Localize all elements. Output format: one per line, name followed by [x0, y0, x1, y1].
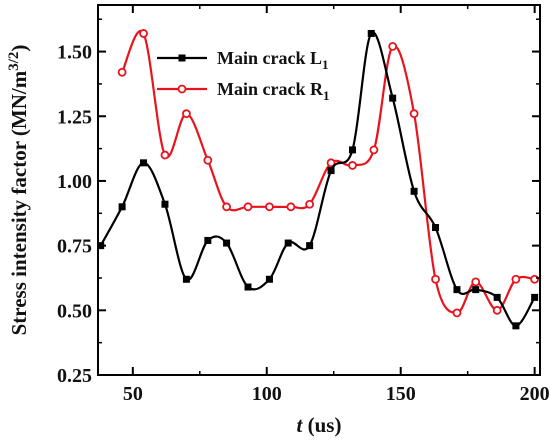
- legend-item: Main crack L1: [157, 48, 329, 72]
- x-tick-label: 200: [520, 383, 550, 405]
- y-tick-label: 0.75: [57, 236, 92, 258]
- legend-item: Main crack R1: [157, 79, 329, 103]
- data-point: [160, 150, 170, 160]
- data-point: [432, 224, 440, 232]
- y-tick-label: 1.00: [57, 171, 92, 193]
- data-point: [409, 109, 419, 119]
- legend-swatch-marker: [177, 84, 187, 94]
- data-point: [471, 277, 481, 287]
- series-line: [99, 31, 536, 327]
- series-main-crack-r1: [117, 29, 540, 318]
- legend-label: Main crack R1: [217, 79, 329, 103]
- data-point: [139, 29, 148, 38]
- data-point: [326, 158, 336, 168]
- data-point: [388, 41, 398, 51]
- x-tick-label: 100: [252, 383, 282, 405]
- x-axis-title: t (us): [297, 413, 342, 437]
- data-point: [348, 161, 357, 170]
- data-point: [222, 202, 231, 212]
- data-point: [203, 155, 213, 165]
- data-point: [243, 202, 253, 212]
- data-point: [431, 274, 440, 284]
- data-point: [265, 275, 273, 283]
- data-point: [306, 242, 314, 250]
- x-tick-label: 150: [386, 383, 416, 405]
- series-main-crack-l1: [97, 29, 539, 330]
- y-tick-label: 1.25: [57, 106, 92, 128]
- legend-label-main: Main crack L: [217, 48, 322, 68]
- data-point: [117, 67, 127, 77]
- data-point: [410, 187, 418, 195]
- data-point: [244, 283, 252, 291]
- legend-label: Main crack L1: [217, 48, 329, 72]
- data-point: [305, 199, 315, 209]
- data-point: [531, 293, 539, 301]
- data-point: [223, 239, 231, 247]
- data-point: [512, 322, 520, 330]
- legend-swatch-marker: [178, 54, 186, 62]
- data-point: [389, 94, 397, 102]
- data-point: [472, 286, 480, 294]
- data-point: [140, 159, 148, 167]
- data-point: [367, 29, 375, 37]
- x-axis-title-variable: t: [297, 413, 304, 437]
- y-tick-label: 1.50: [57, 42, 92, 64]
- data-point: [530, 274, 540, 284]
- y-axis-title-close: ): [7, 45, 31, 52]
- legend-label-subscript: 1: [322, 57, 329, 72]
- data-point: [327, 167, 335, 175]
- ticks-layer: 50 100 150 200 0.25 0.50 0.75 1.00 1.25 1.50: [57, 5, 550, 405]
- x-axis-title-unit: (us): [302, 413, 341, 437]
- data-point: [348, 146, 356, 154]
- y-axis-title-superscript: 3/2: [6, 52, 22, 71]
- data-point: [369, 145, 379, 155]
- data-point: [161, 200, 169, 208]
- series-layer: [97, 29, 540, 330]
- y-tick-label: 0.50: [57, 300, 92, 322]
- data-point: [265, 202, 274, 212]
- data-point: [118, 203, 126, 211]
- data-point: [452, 308, 462, 318]
- data-point: [511, 274, 521, 284]
- data-point: [284, 239, 292, 247]
- data-point: [492, 305, 502, 315]
- data-point: [181, 109, 191, 119]
- data-point: [182, 275, 190, 283]
- y-axis-title-main: Stress intensity factor (MN/m: [7, 70, 31, 335]
- y-tick-label: 0.25: [57, 365, 92, 387]
- data-point: [204, 236, 212, 244]
- data-point: [286, 202, 296, 212]
- legend-label-main: Main crack R: [217, 79, 324, 99]
- y-axis-title: Stress intensity factor (MN/m3/2): [6, 45, 31, 336]
- data-point: [453, 286, 461, 294]
- legend-label-subscript: 1: [323, 88, 330, 103]
- data-point: [493, 293, 501, 301]
- plot-area: [97, 4, 541, 376]
- plot-frame: [97, 4, 541, 376]
- x-tick-label: 50: [123, 383, 143, 405]
